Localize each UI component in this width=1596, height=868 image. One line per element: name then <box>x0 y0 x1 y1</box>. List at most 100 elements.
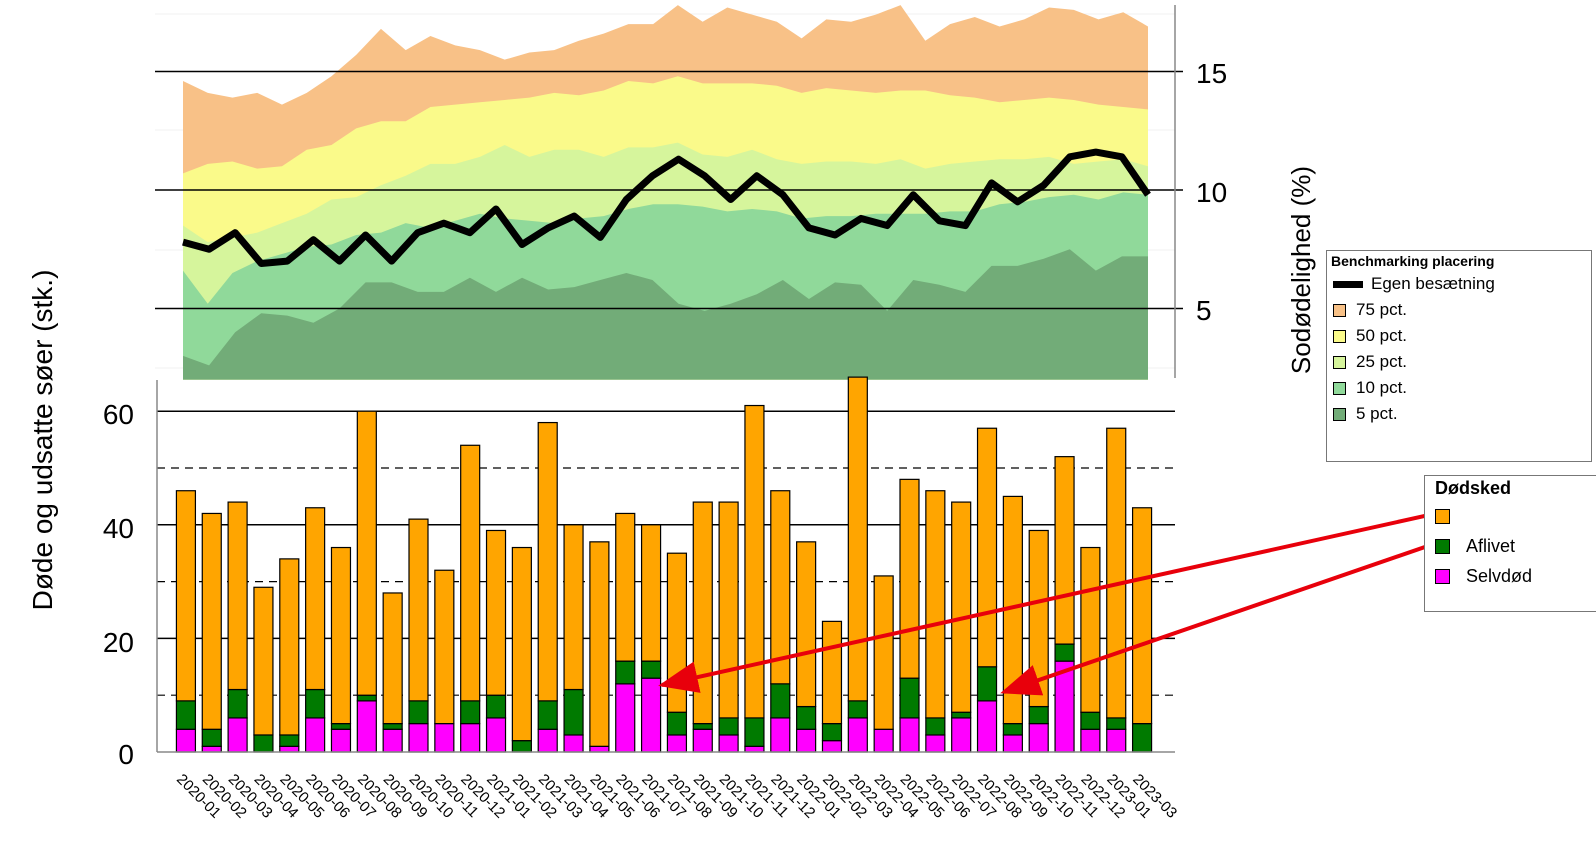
bar-selvdod <box>925 734 946 753</box>
legend-item-aflivet: Aflivet <box>1425 531 1596 561</box>
black-line-icon <box>1333 280 1363 288</box>
bar-udsat <box>485 529 507 696</box>
own-herd-line <box>182 148 1151 267</box>
bar-selvdod <box>1002 734 1023 753</box>
bar-aflivet <box>279 734 300 747</box>
legend-item-5: 5 pct. <box>1327 401 1591 427</box>
bar-udsat <box>511 546 532 742</box>
bar-selvdod <box>951 717 972 753</box>
bottom-tick-20: 20 <box>103 627 134 658</box>
bar-aflivet <box>382 722 403 730</box>
bar-udsat <box>434 569 455 725</box>
bottom-tick-60: 60 <box>103 399 134 430</box>
bar-udsat <box>201 512 222 730</box>
bar-udsat <box>744 404 765 719</box>
bar-selvdod <box>692 728 713 753</box>
bar-selvdod <box>408 722 429 753</box>
bar-selvdod <box>279 745 300 753</box>
legend-label: Selvdød <box>1466 565 1533 586</box>
legend-item-50: 50 pct. <box>1327 323 1591 349</box>
orange-square-icon <box>1333 303 1346 317</box>
bar-aflivet <box>692 722 713 730</box>
bar-aflivet <box>330 722 352 730</box>
death-code-legend: Dødsked Aflivet Selvdød <box>1424 475 1596 612</box>
bar-selvdod <box>434 722 455 753</box>
bar-aflivet <box>951 711 972 719</box>
bar-udsat <box>330 546 352 725</box>
bar-aflivet <box>925 717 946 736</box>
legend-item-selvdod: Selvdød <box>1425 561 1596 591</box>
bar-udsat <box>899 478 920 679</box>
bar-udsat <box>460 444 481 702</box>
legend-label: 75 pct. <box>1356 300 1408 319</box>
legend-item-75: 75 pct. <box>1327 297 1591 323</box>
bar-aflivet <box>744 717 765 747</box>
bar-udsat <box>718 501 739 719</box>
bar-udsat <box>227 501 248 691</box>
bar-selvdod <box>718 734 739 753</box>
bar-aflivet <box>615 660 636 685</box>
yellow-square-icon <box>1333 329 1346 343</box>
bar-aflivet <box>201 728 222 747</box>
bar-udsat <box>408 518 429 702</box>
bar-selvdod <box>847 717 868 753</box>
bar-aflivet <box>511 740 532 753</box>
bar-selvdod <box>744 745 765 753</box>
bar-selvdod <box>873 728 894 753</box>
bar-aflivet <box>408 700 429 725</box>
bar-selvdod <box>382 728 403 753</box>
bar-udsat <box>821 620 843 725</box>
bar-aflivet <box>1054 643 1075 662</box>
legend-item-own-herd: Egen besætning <box>1327 271 1591 297</box>
bar-selvdod <box>640 677 662 753</box>
bar-aflivet <box>175 700 197 730</box>
legend-title: Benchmarking placering <box>1331 253 1495 269</box>
bar-aflivet <box>666 711 688 736</box>
bar-aflivet <box>796 705 817 730</box>
legend-label: Egen besætning <box>1371 274 1495 293</box>
bar-selvdod <box>1080 728 1101 753</box>
legend-label: 10 pct. <box>1356 378 1408 397</box>
bar-udsat <box>640 524 662 662</box>
bar-aflivet <box>821 722 843 742</box>
bar-aflivet <box>253 734 274 753</box>
orange-square-icon <box>1435 508 1450 524</box>
bar-udsat <box>305 507 326 691</box>
bar-aflivet <box>1028 705 1049 725</box>
bar-aflivet <box>460 700 481 725</box>
area-band-p5 <box>183 249 1148 380</box>
legend-item-udsat <box>1425 501 1596 531</box>
legend-label: 5 pct. <box>1356 404 1398 423</box>
bar-aflivet <box>537 700 558 730</box>
bar-aflivet <box>899 677 920 719</box>
top-tick-10: 10 <box>1196 177 1227 208</box>
bar-aflivet <box>563 688 584 736</box>
bar-selvdod <box>770 717 791 753</box>
bar-udsat <box>537 421 558 702</box>
bar-aflivet <box>770 683 791 719</box>
bar-udsat <box>976 427 998 668</box>
bottom-tick-0: 0 <box>118 739 134 770</box>
bar-selvdod <box>460 722 481 753</box>
legend-title: Dødsked <box>1435 478 1512 498</box>
bar-aflivet <box>485 694 507 719</box>
bar-selvdod <box>589 745 610 753</box>
legend-item-10: 10 pct. <box>1327 375 1591 401</box>
bar-aflivet <box>1106 717 1127 730</box>
bar-selvdod <box>821 740 843 753</box>
bar-udsat <box>356 410 377 696</box>
bar-udsat <box>692 501 713 725</box>
bar-udsat <box>253 586 274 736</box>
bar-selvdod <box>899 717 920 753</box>
bar-selvdod <box>537 728 558 753</box>
bar-selvdod <box>1106 728 1127 753</box>
bar-udsat <box>1106 427 1127 719</box>
benchmark-legend: Benchmarking placering Egen besætning 75… <box>1326 250 1592 462</box>
bar-udsat <box>615 512 636 662</box>
bar-udsat <box>175 490 197 702</box>
bar-selvdod <box>356 700 377 753</box>
top-tick-15: 15 <box>1196 58 1227 89</box>
bottom-tick-40: 40 <box>103 513 134 544</box>
bar-selvdod <box>175 728 197 753</box>
